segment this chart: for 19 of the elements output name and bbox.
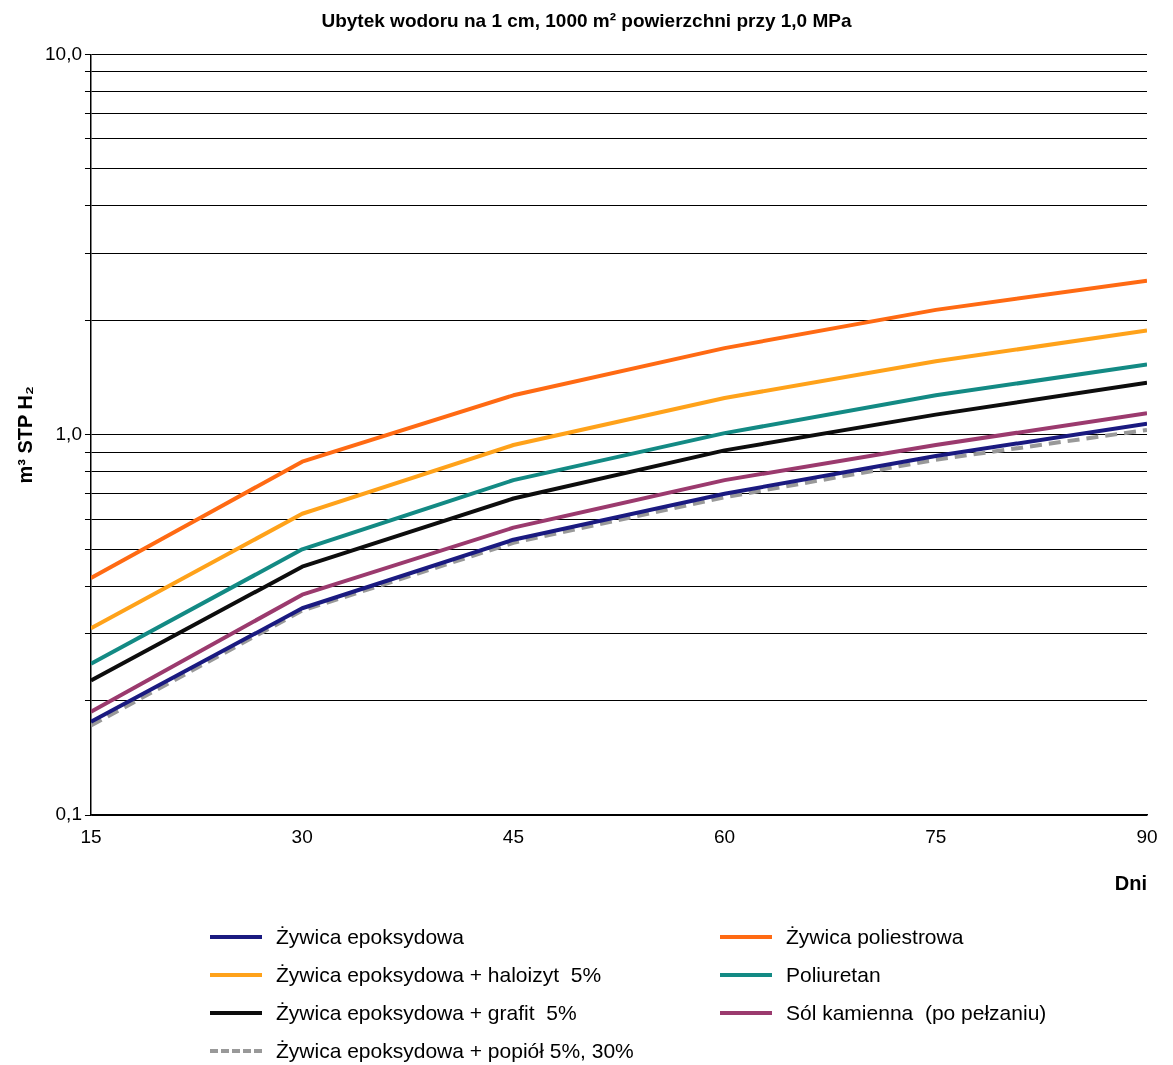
y-tick-label: 10,0 xyxy=(45,42,82,64)
x-axis-title: Dni xyxy=(1114,871,1147,894)
x-tick-label: 90 xyxy=(1136,825,1158,847)
x-tick-label: 60 xyxy=(714,825,736,847)
y-axis-title: m³ STP H₂ xyxy=(13,386,36,484)
x-tick-label: 30 xyxy=(291,825,313,847)
x-tick-label: 75 xyxy=(925,825,947,847)
legend-label: Żywica epoksydowa + popiół 5%, 30% xyxy=(276,1039,634,1063)
x-tick-label: 45 xyxy=(502,825,524,847)
legend-label: Żywica epoksydowa + haloizyt 5% xyxy=(276,963,602,987)
legend-label: Żywica epoksydowa xyxy=(276,925,464,949)
y-tick-label: 1,0 xyxy=(55,423,82,445)
legend-label: Żywica poliestrowa xyxy=(786,925,964,949)
legend-label: Żywica epoksydowa + grafit 5% xyxy=(276,1001,577,1025)
chart-title: Ubytek wodoru na 1 cm, 1000 m² powierzchni przy 1,0 MPa xyxy=(320,10,853,32)
legend-label: Sól kamienna (po pełzaniu) xyxy=(786,1001,1047,1025)
x-tick-label: 15 xyxy=(80,825,102,847)
y-tick-label: 0,1 xyxy=(55,803,82,825)
legend-label: Poliuretan xyxy=(786,963,881,987)
